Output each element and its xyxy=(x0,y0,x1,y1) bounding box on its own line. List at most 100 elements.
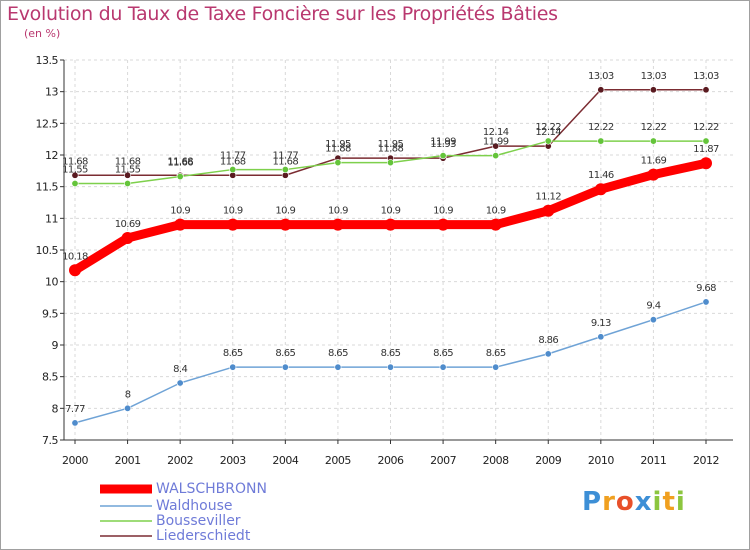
data-label-bousseviller: 11.55 xyxy=(62,165,88,176)
data-label-liederschiedt: 11.93 xyxy=(430,139,456,150)
data-label-bousseviller: 11.99 xyxy=(430,137,456,148)
data-label-walschbronn: 10.18 xyxy=(62,251,88,262)
data-label-bousseviller: 11.77 xyxy=(273,151,299,162)
x-tick-label: 2010 xyxy=(588,454,614,467)
plot-area xyxy=(64,60,733,440)
data-label-bousseviller: 11.55 xyxy=(115,165,141,176)
legend-label-bousseviller: Bousseviller xyxy=(156,513,241,529)
data-label-waldhouse: 9.68 xyxy=(696,283,716,294)
data-label-waldhouse: 8.65 xyxy=(223,348,243,359)
data-label-waldhouse: 8.86 xyxy=(538,335,558,346)
data-point-liederschiedt xyxy=(649,86,657,94)
data-label-walschbronn: 11.69 xyxy=(641,156,667,167)
y-tick-label: 9.5 xyxy=(42,307,58,320)
data-label-liederschiedt: 12.14 xyxy=(483,127,509,138)
data-label-waldhouse: 8.65 xyxy=(275,348,295,359)
legend-label-liederschiedt: Liederschiedt xyxy=(156,528,251,544)
data-label-bousseviller: 12.22 xyxy=(693,122,719,133)
data-label-liederschiedt: 13.03 xyxy=(588,71,614,82)
x-tick-label: 2001 xyxy=(115,454,141,467)
data-point-waldhouse xyxy=(597,333,605,341)
data-point-walschbronn xyxy=(174,218,187,231)
data-label-waldhouse: 9.4 xyxy=(646,301,660,312)
y-tick-label: 13 xyxy=(45,86,58,99)
data-point-liederschiedt xyxy=(124,171,132,179)
data-point-waldhouse xyxy=(124,404,132,412)
data-label-bousseviller: 12.22 xyxy=(535,122,561,133)
data-point-walschbronn xyxy=(69,264,81,277)
data-point-waldhouse xyxy=(334,363,342,371)
x-tick-label: 2006 xyxy=(378,454,404,467)
data-label-liederschiedt: 11.68 xyxy=(62,156,88,167)
data-point-waldhouse xyxy=(544,350,552,358)
y-tick-label: 10 xyxy=(45,276,58,289)
data-label-walschbronn: 11.12 xyxy=(535,192,561,203)
data-label-liederschiedt: 11.68 xyxy=(220,156,246,167)
data-point-bousseviller xyxy=(386,159,394,167)
logo-letter: r xyxy=(602,487,616,517)
data-label-walschbronn: 10.9 xyxy=(223,206,243,217)
data-point-bousseviller xyxy=(334,159,342,167)
data-label-bousseviller: 11.88 xyxy=(378,144,404,155)
data-point-liederschiedt xyxy=(492,142,500,150)
data-point-bousseviller xyxy=(544,137,552,145)
data-label-bousseviller: 12.22 xyxy=(588,122,614,133)
y-tick-label: 12 xyxy=(45,149,58,162)
data-point-waldhouse xyxy=(71,419,79,427)
legend-label-walschbronn: WALSCHBRONN xyxy=(156,481,267,497)
logo-letter: o xyxy=(615,487,635,517)
data-point-bousseviller xyxy=(124,180,132,188)
x-tick-label: 2012 xyxy=(693,454,719,467)
data-point-bousseviller xyxy=(176,173,184,181)
data-label-walschbronn: 10.69 xyxy=(115,219,141,230)
data-label-walschbronn: 10.9 xyxy=(433,206,453,217)
data-point-liederschiedt xyxy=(597,86,605,94)
data-point-waldhouse xyxy=(229,363,237,371)
data-point-liederschiedt xyxy=(71,171,79,179)
data-label-waldhouse: 8.65 xyxy=(381,348,401,359)
data-label-walschbronn: 10.9 xyxy=(486,206,506,217)
data-label-liederschiedt: 11.95 xyxy=(325,139,351,150)
data-point-waldhouse xyxy=(439,363,447,371)
y-tick-label: 8.5 xyxy=(42,371,58,384)
logo-letter: x xyxy=(634,487,653,517)
x-tick-label: 2008 xyxy=(483,454,509,467)
y-tick-label: 11 xyxy=(45,212,58,225)
logo-letter: t xyxy=(662,487,676,517)
data-point-walschbronn xyxy=(542,204,555,217)
y-tick-label: 12.5 xyxy=(36,117,59,130)
x-tick-label: 2003 xyxy=(220,454,246,467)
y-tick-label: 8 xyxy=(52,402,59,415)
data-point-walschbronn xyxy=(700,157,712,170)
data-label-liederschiedt: 11.68 xyxy=(115,156,141,167)
data-point-waldhouse xyxy=(702,298,710,306)
data-point-bousseviller xyxy=(229,166,237,174)
data-label-waldhouse: 8.4 xyxy=(173,364,187,375)
x-tick-label: 2004 xyxy=(272,454,298,467)
data-point-waldhouse xyxy=(649,316,657,324)
data-label-bousseviller: 11.77 xyxy=(220,151,246,162)
y-tick-label: 7.5 xyxy=(42,434,58,447)
y-tick-label: 10.5 xyxy=(36,244,59,257)
data-label-waldhouse: 8 xyxy=(125,389,131,400)
data-label-walschbronn: 10.9 xyxy=(328,206,348,217)
data-point-liederschiedt xyxy=(702,86,710,94)
data-point-waldhouse xyxy=(386,363,394,371)
chart-title: Evolution du Taux de Taxe Foncière sur l… xyxy=(7,3,558,25)
data-label-walschbronn: 10.9 xyxy=(381,206,401,217)
data-point-bousseviller xyxy=(71,180,79,188)
data-label-walschbronn: 10.9 xyxy=(275,206,295,217)
data-point-walschbronn xyxy=(121,231,134,244)
data-label-waldhouse: 8.65 xyxy=(486,348,506,359)
data-label-bousseviller: 11.88 xyxy=(325,144,351,155)
logo-letter: i xyxy=(675,487,686,517)
data-label-liederschiedt: 11.68 xyxy=(167,156,193,167)
proxiti-logo: Proxiti xyxy=(582,487,686,517)
y-tick-label: 11.5 xyxy=(36,181,59,194)
data-point-bousseviller xyxy=(649,137,657,145)
data-label-walschbronn: 11.46 xyxy=(588,170,614,181)
data-label-waldhouse: 8.65 xyxy=(328,348,348,359)
data-label-liederschiedt: 13.03 xyxy=(693,71,719,82)
data-point-waldhouse xyxy=(492,363,500,371)
